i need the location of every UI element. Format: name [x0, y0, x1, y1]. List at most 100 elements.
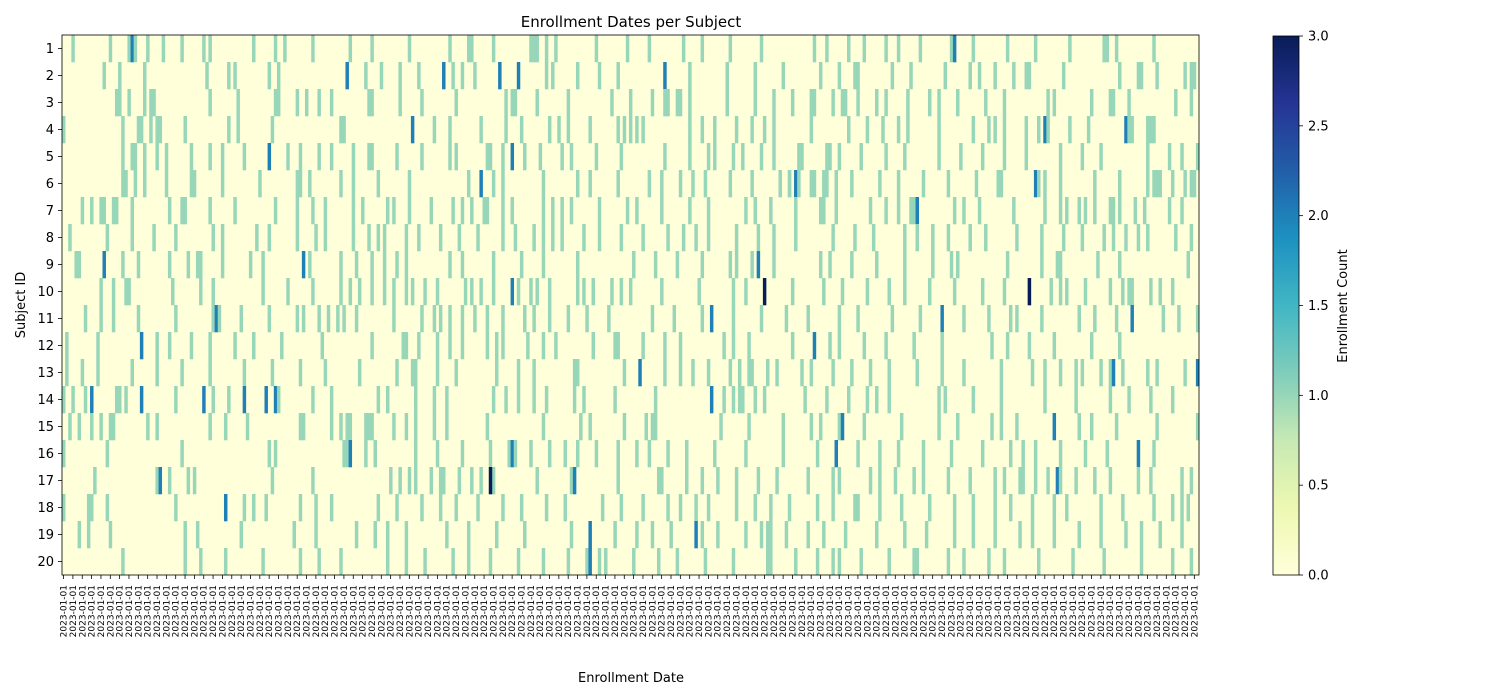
- heatmap-cell: [136, 305, 141, 333]
- heatmap-cell: [1052, 521, 1057, 549]
- heatmap-cell: [252, 494, 256, 522]
- heatmap-cell: [308, 170, 312, 198]
- heatmap-cell: [903, 224, 907, 252]
- heatmap-cell: [311, 197, 315, 225]
- heatmap-cell: [1136, 224, 1141, 252]
- heatmap-cell: [847, 386, 851, 414]
- heatmap-cell: [142, 62, 147, 90]
- heatmap-cell: [364, 62, 368, 90]
- heatmap-cell: [423, 278, 427, 306]
- y-tick-label: 3: [46, 96, 54, 111]
- x-tick-label: 2023-01-01: [116, 585, 126, 637]
- heatmap-cell: [301, 305, 306, 333]
- x-tick-label: 2023-01-01: [648, 585, 658, 637]
- heatmap-cell: [124, 278, 128, 306]
- heatmap-cell: [541, 332, 546, 360]
- heatmap-cell: [74, 251, 78, 279]
- colorbar-gradient: [1272, 35, 1300, 576]
- heatmap-cell: [351, 197, 356, 225]
- heatmap-cell: [709, 305, 714, 333]
- heatmap-cell: [616, 170, 620, 198]
- heatmap-cell: [410, 278, 415, 306]
- heatmap-cell: [709, 386, 714, 414]
- y-tick-label: 15: [37, 420, 54, 435]
- heatmap-cell: [641, 494, 645, 522]
- heatmap-cell: [868, 467, 873, 495]
- heatmap-cell: [494, 521, 499, 549]
- heatmap-cell: [744, 197, 748, 225]
- heatmap-cell: [619, 224, 624, 252]
- heatmap-cell: [273, 197, 278, 225]
- heatmap-cell: [227, 116, 231, 144]
- heatmap-cell: [348, 413, 353, 441]
- heatmap-cell: [432, 305, 437, 333]
- heatmap-cell: [971, 386, 976, 414]
- heatmap-cell: [385, 386, 390, 414]
- heatmap-cell: [632, 251, 636, 279]
- x-tick-label: 2023-01-01: [770, 585, 780, 637]
- heatmap-cell: [818, 251, 823, 279]
- y-tick-label: 13: [37, 366, 54, 381]
- heatmap-cell: [180, 359, 184, 387]
- heatmap-cell: [142, 170, 147, 198]
- heatmap-cell: [133, 170, 138, 198]
- heatmap-cell: [563, 494, 567, 522]
- heatmap-cell: [398, 467, 402, 495]
- heatmap-cell: [547, 440, 552, 468]
- heatmap-cell: [1040, 305, 1044, 333]
- heatmap-cell: [1030, 521, 1035, 549]
- heatmap-cell: [392, 413, 396, 441]
- heatmap-cell: [1192, 170, 1197, 198]
- heatmap-cell: [831, 467, 835, 495]
- heatmap-cell: [541, 548, 546, 576]
- heatmap-cell: [65, 359, 69, 387]
- heatmap-cell: [417, 62, 421, 90]
- heatmap-cell: [959, 143, 963, 171]
- heatmap-cell: [1130, 116, 1134, 144]
- heatmap-cell: [694, 224, 698, 252]
- heatmap-cell: [850, 251, 854, 279]
- x-tick-label: 2023-01-01: [630, 585, 640, 637]
- heatmap-cell: [915, 197, 919, 225]
- heatmap-cell: [370, 278, 374, 306]
- heatmap-cell: [326, 305, 331, 333]
- colorbar-tick-label: 0.0: [1308, 569, 1329, 584]
- heatmap-cell: [753, 494, 758, 522]
- heatmap-cell: [653, 251, 658, 279]
- heatmap-cell: [703, 170, 708, 198]
- heatmap-cell: [862, 35, 867, 63]
- heatmap-cell: [999, 386, 1004, 414]
- heatmap-cell: [1155, 170, 1159, 198]
- heatmap-cell: [747, 332, 751, 360]
- heatmap-cell: [660, 467, 664, 495]
- heatmap-cell: [688, 116, 692, 144]
- heatmap-cell: [1099, 359, 1103, 387]
- heatmap-cell: [818, 413, 823, 441]
- x-tick-label: 2023-01-01: [331, 585, 341, 637]
- heatmap-cell: [868, 197, 873, 225]
- heatmap-cell: [62, 386, 66, 414]
- heatmap-cell: [485, 143, 490, 171]
- heatmap-cell: [694, 494, 698, 522]
- heatmap-cell: [448, 332, 452, 360]
- heatmap-cell: [909, 197, 913, 225]
- x-tick-label: 2023-01-01: [788, 585, 798, 637]
- heatmap-cell: [800, 359, 804, 387]
- heatmap-cell: [404, 548, 409, 576]
- heatmap-cell: [367, 224, 371, 252]
- heatmap-cell: [551, 197, 555, 225]
- heatmap-cell: [641, 116, 645, 144]
- x-tick-label: 2023-01-01: [695, 585, 705, 637]
- heatmap-cell: [1061, 224, 1066, 252]
- heatmap-cell: [192, 467, 197, 495]
- heatmap-cell: [395, 143, 399, 171]
- heatmap-cell: [840, 413, 845, 441]
- heatmap-cell: [744, 521, 748, 549]
- heatmap-cell: [398, 62, 402, 90]
- x-tick-label: 2023-01-01: [1097, 585, 1107, 637]
- x-tick-label: 2023-01-01: [377, 585, 387, 637]
- heatmap-cell: [438, 467, 443, 495]
- heatmap-cell: [252, 35, 256, 63]
- heatmap-cell: [1192, 62, 1197, 90]
- heatmap-cell: [276, 386, 281, 414]
